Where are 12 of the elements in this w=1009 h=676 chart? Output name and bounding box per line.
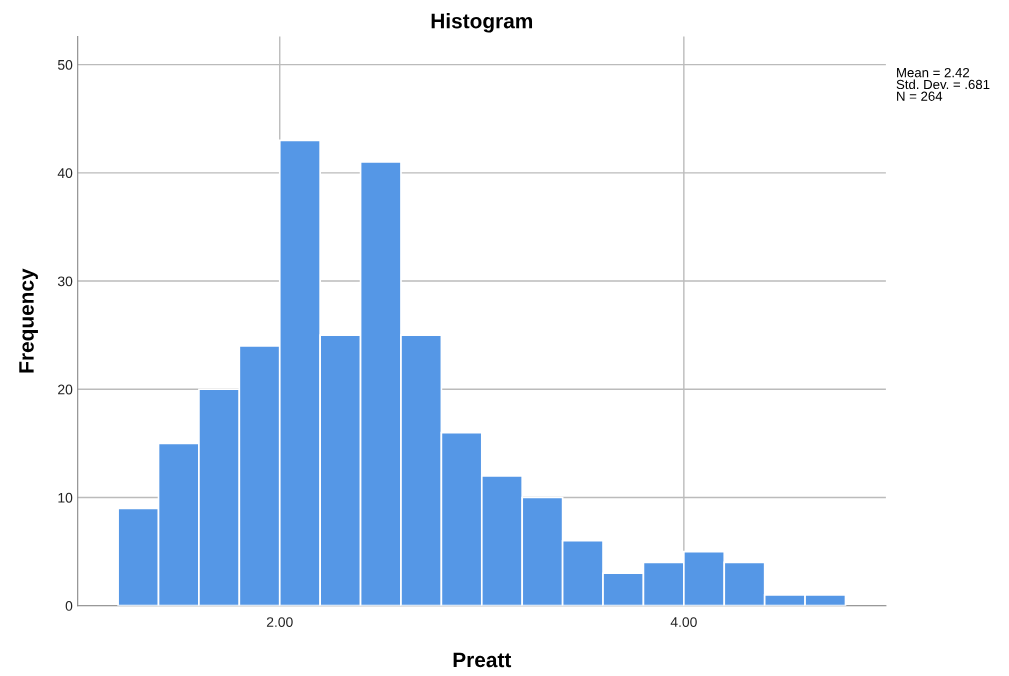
y-tick-label: 50 bbox=[57, 59, 73, 70]
y-axis-title: Frequency bbox=[19, 268, 38, 373]
x-axis-title: Preatt bbox=[453, 652, 512, 668]
chart-title: Histogram bbox=[431, 13, 533, 33]
x-tick-label: 4.00 bbox=[670, 617, 697, 628]
y-tick-label: 30 bbox=[57, 276, 73, 287]
x-tick-label: 2.00 bbox=[266, 617, 293, 628]
y-tick-label: 20 bbox=[58, 384, 73, 395]
y-tick-label: 10 bbox=[58, 492, 73, 503]
y-tick-label: 40 bbox=[57, 168, 73, 179]
text: Mean = 2.42 Std. Dev. = .681 N = 264 bbox=[896, 67, 990, 101]
y-tick-label: 0 bbox=[65, 601, 73, 611]
